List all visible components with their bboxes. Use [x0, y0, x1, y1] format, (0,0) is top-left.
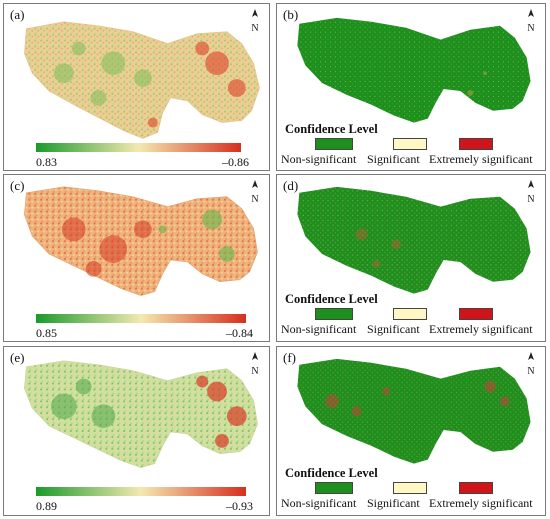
legend-title: Confidence Level: [285, 122, 378, 136]
map-correlation-a: [24, 21, 260, 139]
colorbar-min-label: 0.85: [36, 326, 57, 340]
colorbar-max-label: –0.84: [226, 326, 253, 340]
legend-title: Confidence Level: [285, 466, 378, 480]
colorbar: [36, 487, 246, 496]
legend-swatch-nonsig: [315, 138, 353, 150]
legend-label-nonsig: Non-significant: [281, 496, 357, 510]
legend-title: Confidence Level: [285, 292, 378, 306]
north-arrow-icon: N: [527, 180, 535, 205]
legend-label-extreme: Extremely significant: [429, 152, 533, 166]
panel-label: (d): [283, 178, 299, 193]
legend-label-extreme: Extremely significant: [429, 322, 533, 336]
legend-label-sig: Significant: [367, 496, 420, 510]
panel-label: (f): [283, 350, 296, 365]
panel-label: (a): [10, 7, 25, 22]
svg-text:N: N: [251, 23, 258, 34]
map-correlation-e: [24, 360, 258, 468]
svg-text:N: N: [527, 23, 534, 34]
north-arrow-icon: N: [251, 352, 259, 377]
colorbar-min-label: 0.83: [36, 155, 57, 169]
map-significance-d: [297, 186, 531, 294]
svg-text:N: N: [251, 194, 258, 205]
legend-swatch-nonsig: [315, 308, 353, 320]
panel-d: (d) N Confidence Level Non-significant S…: [276, 174, 546, 342]
legend-label-sig: Significant: [367, 322, 420, 336]
legend-swatch-sig: [393, 308, 427, 320]
north-arrow-icon: N: [251, 180, 259, 205]
north-arrow-icon: N: [251, 9, 259, 34]
panel-f: (f) N Confidence Level Non-significant S…: [276, 346, 546, 516]
colorbar: [36, 314, 246, 323]
colorbar-max-label: –0.86: [222, 155, 249, 169]
north-arrow-icon: N: [527, 9, 535, 34]
panel-e: (e) N 0.89 –0.93: [3, 346, 270, 516]
colorbar: [36, 143, 241, 152]
panel-label: (b): [283, 7, 299, 22]
legend-label-extreme: Extremely significant: [429, 496, 533, 510]
panel-a: (a) N 0.83 –0.86: [3, 3, 270, 171]
svg-text:N: N: [527, 366, 534, 377]
map-correlation-c: [24, 186, 258, 296]
svg-text:N: N: [527, 194, 534, 205]
map-significance-f: [297, 358, 531, 464]
legend-swatch-sig: [393, 138, 427, 150]
colorbar-min-label: 0.89: [36, 499, 57, 513]
colorbar-max-label: –0.93: [226, 499, 253, 513]
legend-label-nonsig: Non-significant: [281, 322, 357, 336]
legend-label-sig: Significant: [367, 152, 420, 166]
panel-label: (e): [10, 350, 25, 365]
legend-label-nonsig: Non-significant: [281, 152, 357, 166]
panel-b: (b) N Confidence Level Non-significant S…: [276, 3, 546, 171]
legend-swatch-nonsig: [315, 482, 353, 494]
legend-swatch-extreme: [459, 308, 493, 320]
map-significance-b: [297, 17, 531, 123]
panel-c: (c) N 0.85 –0.84: [3, 174, 270, 342]
north-arrow-icon: N: [527, 352, 535, 377]
legend-swatch-sig: [393, 482, 427, 494]
svg-text:N: N: [251, 366, 258, 377]
legend-swatch-extreme: [459, 138, 493, 150]
legend-swatch-extreme: [459, 482, 493, 494]
panel-label: (c): [10, 178, 25, 193]
